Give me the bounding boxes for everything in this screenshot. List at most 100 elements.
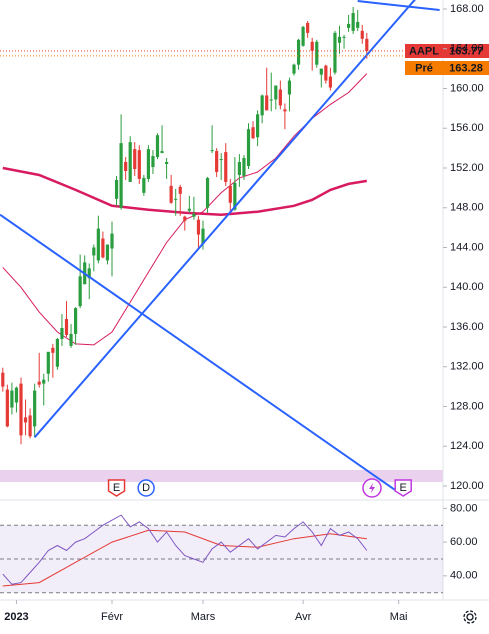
y-tick-label: 124.00 xyxy=(450,440,484,452)
y-tick-label: 148.00 xyxy=(450,202,484,214)
candle-body xyxy=(219,159,223,161)
y-tick-label: 168.00 xyxy=(450,3,484,15)
event-label: D xyxy=(142,482,150,494)
pre-price-label: 163.28 xyxy=(449,62,483,74)
candle-body xyxy=(165,162,169,165)
trendline[interactable] xyxy=(33,0,460,438)
overlay: AAPL 163.77 Pré 163.28 E D E xyxy=(107,44,489,497)
event-label: E xyxy=(400,482,407,494)
candle-body xyxy=(287,80,292,95)
y-tick-label: 136.00 xyxy=(450,321,484,333)
symbol-tag xyxy=(405,44,443,58)
candle-body xyxy=(51,347,55,353)
candle-body xyxy=(306,22,310,33)
moving-average xyxy=(2,73,368,346)
y-tick-label: 160.00 xyxy=(450,82,484,94)
candle-body xyxy=(87,268,91,279)
candle-body xyxy=(110,233,114,249)
y-tick-label: 132.00 xyxy=(450,361,484,373)
candle-body xyxy=(142,177,146,193)
candle-body xyxy=(333,32,337,73)
candle-body xyxy=(101,238,105,258)
candle-body xyxy=(46,351,50,374)
rsi-pane xyxy=(0,514,443,594)
candle-body xyxy=(19,383,23,436)
candle-body xyxy=(119,143,123,208)
event-marker[interactable] xyxy=(107,479,126,497)
candle-body xyxy=(215,151,219,172)
session-band xyxy=(0,470,443,482)
symbol-label: AAPL xyxy=(409,45,439,57)
pre-price-tag xyxy=(443,61,489,75)
candle-body xyxy=(151,156,155,168)
candle-body xyxy=(310,41,314,51)
candle-body xyxy=(74,308,78,334)
candle-body xyxy=(187,208,191,211)
candle-body xyxy=(210,150,214,152)
y-tick-label: 164.00 xyxy=(450,43,484,55)
settings-icon[interactable] xyxy=(463,610,477,624)
candle-body xyxy=(78,276,82,307)
candle-body xyxy=(114,179,119,199)
candle-body xyxy=(28,415,32,437)
x-tick-label: Avr xyxy=(295,611,312,623)
y-tick-label: 128.00 xyxy=(450,400,484,412)
y-tick-label: 144.00 xyxy=(450,241,484,253)
trendline[interactable] xyxy=(357,0,440,11)
candle-body xyxy=(137,150,141,179)
rsi-line xyxy=(2,514,368,585)
candle-body xyxy=(351,12,355,31)
last-price-tag xyxy=(443,44,489,58)
event-marker[interactable] xyxy=(394,479,412,497)
candle-body xyxy=(92,247,96,256)
candle-body xyxy=(301,26,305,46)
candle-body xyxy=(128,142,132,182)
candle-body xyxy=(124,162,128,171)
candle-body xyxy=(319,68,323,75)
x-tick-label: Févr xyxy=(101,611,123,623)
rsi-ma-line xyxy=(2,529,367,587)
candle-body xyxy=(174,198,178,200)
candle-body xyxy=(69,333,73,346)
candle-body xyxy=(133,149,137,169)
candle-body xyxy=(224,152,228,182)
candle-body xyxy=(278,89,282,106)
candle-body xyxy=(105,244,110,261)
moving-average xyxy=(2,166,368,216)
x-tick-label: Mai xyxy=(390,611,408,623)
event-marker[interactable] xyxy=(137,479,155,497)
x-tick-label: Mars xyxy=(191,611,216,623)
candle-body xyxy=(205,177,210,208)
rsi-y-tick-label: 40.00 xyxy=(450,570,478,582)
candle-body xyxy=(233,182,237,210)
candle-body xyxy=(242,158,246,176)
candle-body xyxy=(337,36,342,43)
pre-tag xyxy=(405,61,443,75)
candle-body xyxy=(37,381,41,385)
candle-body xyxy=(283,109,287,112)
x-tick-label: 2023 xyxy=(4,611,28,623)
y-tick-label: 152.00 xyxy=(450,162,484,174)
candle-body xyxy=(96,228,100,261)
candle-body xyxy=(60,327,64,339)
candle-body xyxy=(251,127,255,139)
candle-body xyxy=(201,228,205,244)
candle-body xyxy=(292,64,296,74)
candle-body xyxy=(169,185,173,203)
candle-body xyxy=(146,149,150,179)
dividend-icon[interactable] xyxy=(362,478,382,498)
candle-body xyxy=(328,76,332,88)
candle-body xyxy=(260,95,264,116)
candle-body xyxy=(14,387,19,403)
candle-body xyxy=(23,417,28,423)
candle-body xyxy=(64,319,69,335)
candle-body xyxy=(192,213,196,217)
candle-body xyxy=(1,372,5,387)
candle-body xyxy=(246,129,251,167)
candle-body xyxy=(228,185,232,203)
candle-body xyxy=(33,390,37,427)
candle-body xyxy=(324,65,328,81)
trendline[interactable] xyxy=(0,213,396,491)
candle-body xyxy=(315,41,319,65)
